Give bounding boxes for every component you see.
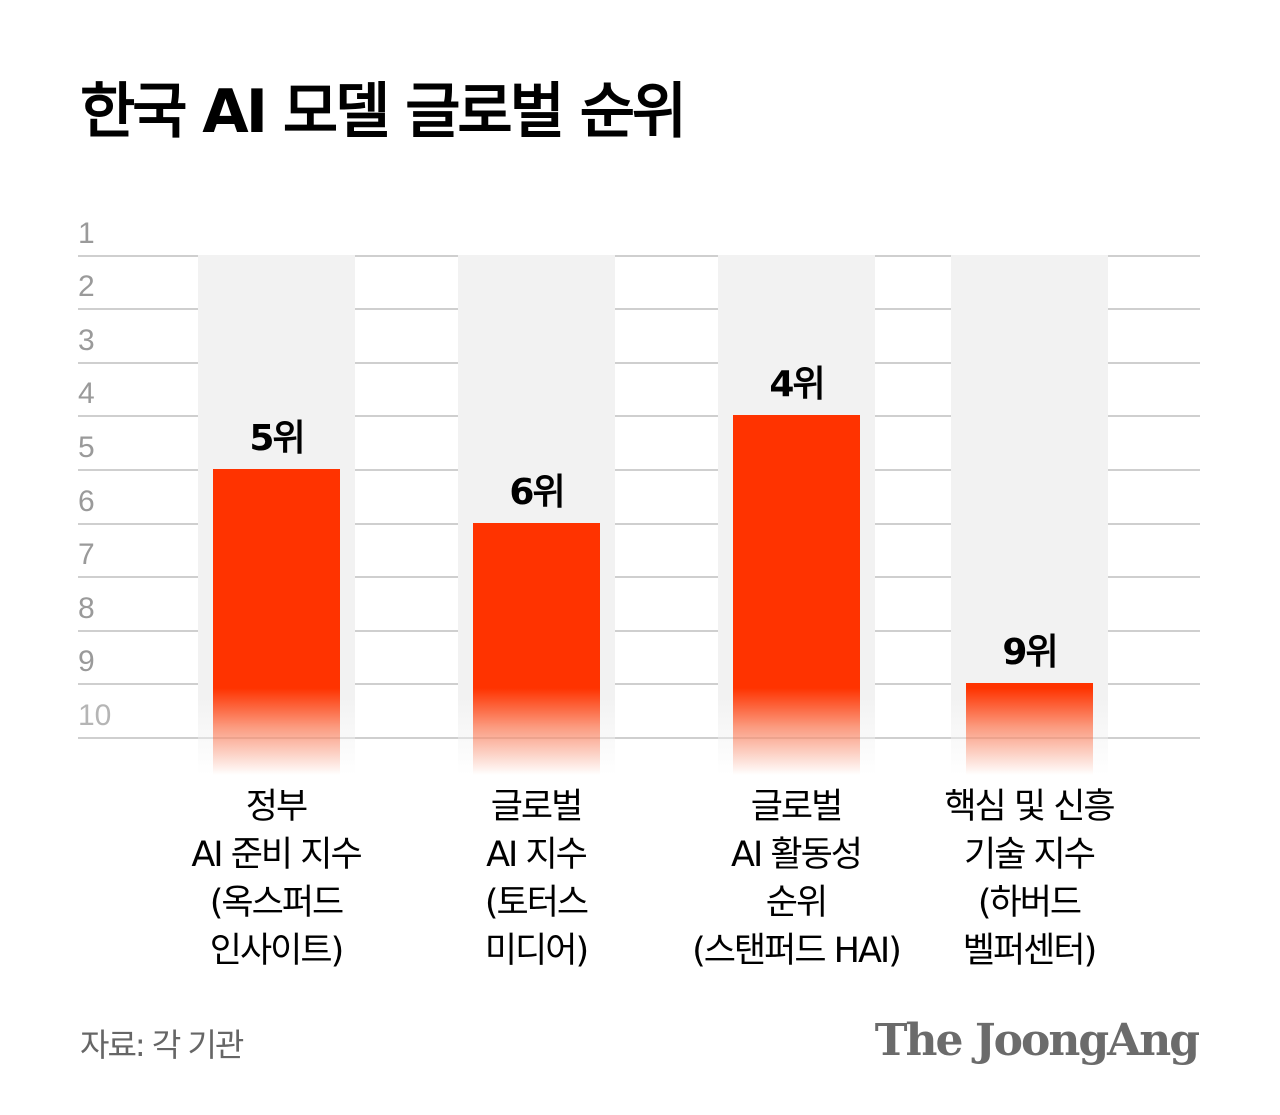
grid-line bbox=[78, 523, 1200, 525]
category-label-line: 글로벌 bbox=[490, 787, 584, 827]
category-label-line: 벨퍼센터) bbox=[962, 931, 1097, 971]
y-axis-tick: 7 bbox=[78, 538, 95, 571]
category-label-line: AI 준비 지수 bbox=[191, 835, 362, 875]
category-label-line: (토터스 bbox=[484, 883, 589, 923]
y-axis-tick: 3 bbox=[78, 324, 95, 357]
grid-line bbox=[78, 362, 1200, 364]
brand-logo: The JoongAng bbox=[874, 1015, 1200, 1066]
grid-line bbox=[78, 255, 1200, 257]
grid-line bbox=[78, 630, 1200, 632]
y-axis-tick: 8 bbox=[78, 592, 95, 625]
grid-line bbox=[78, 469, 1200, 471]
category-label-line: 인사이트) bbox=[209, 931, 344, 971]
grid-line bbox=[78, 308, 1200, 310]
category-label-line: (스탠퍼드 HAI) bbox=[692, 931, 902, 971]
y-axis-tick: 6 bbox=[78, 485, 95, 518]
bar-value-label: 4위 bbox=[769, 364, 825, 405]
bar-value-label: 5위 bbox=[249, 418, 305, 459]
category-label-line: 핵심 및 신흥 bbox=[944, 787, 1115, 827]
category-label-line: 글로벌 bbox=[750, 787, 844, 827]
chart-title: 한국 AI 모델 글로벌 순위 bbox=[80, 77, 687, 147]
bar-value-label: 9위 bbox=[1002, 632, 1058, 673]
grid-line bbox=[78, 576, 1200, 578]
bar bbox=[213, 469, 340, 775]
bar bbox=[733, 415, 860, 775]
category-label-line: 순위 bbox=[765, 883, 828, 923]
bar bbox=[966, 683, 1093, 775]
category-label-line: 정부 bbox=[245, 787, 308, 827]
y-axis-tick: 1 bbox=[78, 217, 95, 250]
grid-line bbox=[78, 415, 1200, 417]
y-axis-tick: 5 bbox=[78, 431, 95, 464]
y-axis-tick: 4 bbox=[78, 377, 95, 410]
bar bbox=[473, 523, 600, 775]
category-label-line: 기술 지수 bbox=[964, 835, 1096, 875]
bar-value-label: 6위 bbox=[509, 472, 565, 513]
y-axis-tick: 2 bbox=[78, 270, 95, 303]
category-label-line: AI 활동성 bbox=[731, 835, 863, 875]
category-label-line: AI 지수 bbox=[486, 835, 588, 875]
category-label-line: (옥스퍼드 bbox=[209, 883, 344, 923]
grid-line bbox=[78, 683, 1200, 685]
y-axis-tick: 10 bbox=[78, 699, 112, 732]
source-note: 자료: 각 기관 bbox=[80, 1026, 244, 1064]
y-axis-tick: 9 bbox=[78, 645, 95, 678]
category-label-line: 미디어) bbox=[484, 931, 589, 971]
grid-line bbox=[78, 737, 1200, 739]
category-label-line: (하버드 bbox=[977, 883, 1082, 923]
